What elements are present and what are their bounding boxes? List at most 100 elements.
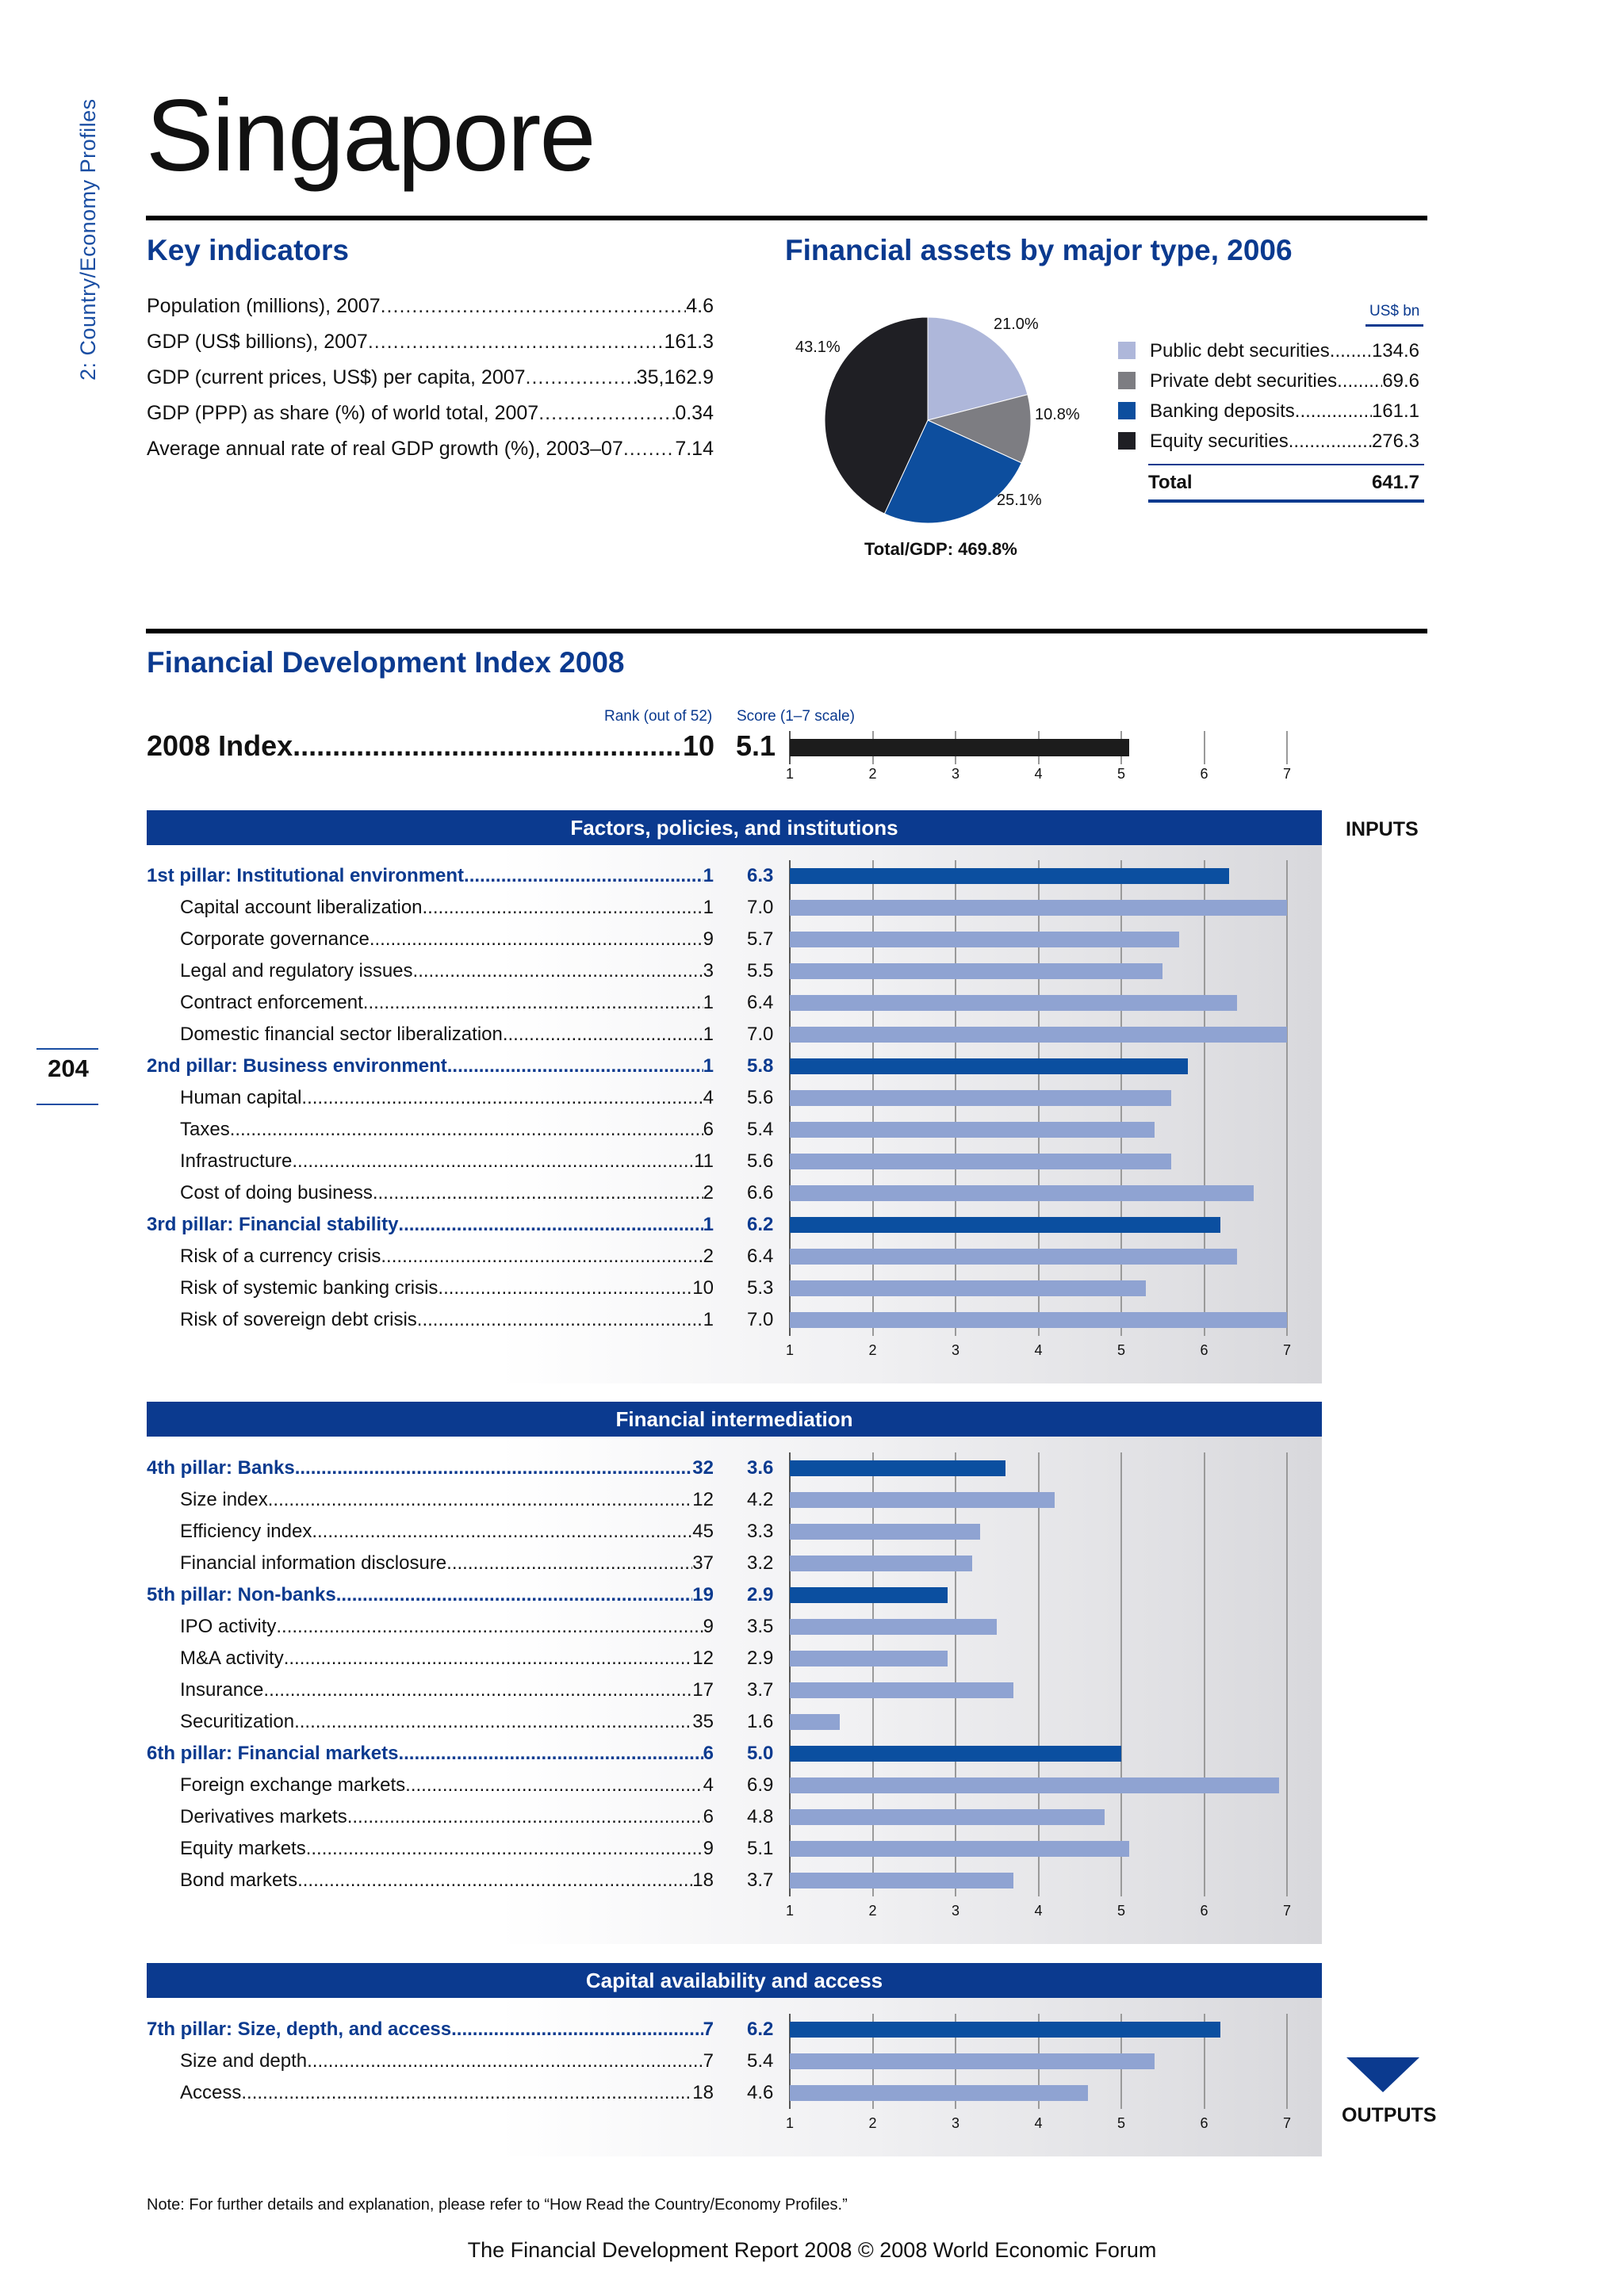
row-rank: 18 — [692, 1869, 714, 1891]
leader-dots — [398, 1743, 703, 1765]
footer-text: The Financial Development Report 2008 © … — [467, 2238, 1157, 2262]
leader-dots — [398, 1214, 703, 1236]
row-rank: 10 — [692, 1277, 714, 1299]
leader-dots — [230, 1119, 703, 1141]
indicator-row: Domestic financial sector liberalization… — [180, 1024, 714, 1046]
pie-slice — [824, 316, 929, 515]
key-indicator-row: GDP (current prices, US$) per capita, 20… — [147, 366, 714, 389]
indicator-row: Size and depth 7 — [180, 2050, 714, 2072]
row-score: 4.6 — [747, 2082, 774, 2103]
indicator-bar — [790, 1090, 1171, 1106]
leader-dots — [381, 295, 687, 318]
outputs-arrow-icon — [1346, 2057, 1419, 2092]
row-rank: 1 — [703, 1024, 714, 1045]
row-label: 7th pillar: Size, depth, and access — [147, 2019, 452, 2040]
legend-total-label: Total — [1148, 472, 1193, 493]
indicator-bar — [790, 1524, 981, 1540]
row-rank: 1 — [703, 1055, 714, 1077]
legend-label: Equity securities — [1150, 430, 1289, 452]
index-row: 2008 Index 10 — [147, 729, 714, 763]
row-label: Risk of systemic banking crisis — [180, 1277, 439, 1299]
indicator-row: Derivatives markets 6 — [180, 1806, 714, 1828]
row-score: 2.9 — [747, 1584, 774, 1605]
indicator-row: Taxes 6 — [180, 1119, 714, 1141]
row-score: 5.7 — [747, 928, 774, 950]
indicator-bar — [790, 1312, 1287, 1328]
legend-label: Private debt securities — [1150, 370, 1338, 392]
leader-dots — [381, 1246, 703, 1268]
leader-dots — [526, 366, 637, 389]
row-rank: 4 — [703, 1087, 714, 1108]
leader-dots — [503, 1024, 703, 1046]
row-score: 6.2 — [747, 1214, 774, 1235]
row-score: 6.4 — [747, 1246, 774, 1267]
leader-dots — [1295, 400, 1372, 423]
indicator-bar — [790, 1280, 1147, 1296]
leader-dots — [347, 1806, 703, 1828]
leader-dots — [447, 1055, 703, 1077]
legend-swatch — [1118, 372, 1136, 389]
assets-unit-label: US$ bn — [1369, 303, 1420, 320]
axis-tick-label: 4 — [1034, 2115, 1043, 2131]
key-indicators-heading: Key indicators — [147, 234, 349, 266]
axis-tick-label: 3 — [951, 1903, 959, 1919]
legend-swatch — [1118, 432, 1136, 450]
pillar-bar — [790, 1217, 1221, 1233]
leader-dots — [301, 1087, 703, 1109]
row-label: Domestic financial sector liberalization — [180, 1024, 503, 1045]
row-score: 5.4 — [747, 1119, 774, 1140]
row-rank: 1 — [703, 865, 714, 886]
indicator-bar — [790, 2053, 1155, 2069]
row-score: 5.5 — [747, 960, 774, 982]
axis-tick-label: 7 — [1282, 2115, 1291, 2131]
row-label: Corporate governance — [180, 928, 370, 950]
pillar-row: 4th pillar: Banks 32 — [147, 1457, 714, 1479]
row-rank: 1 — [703, 1214, 714, 1235]
axis-tick-label: 7 — [1282, 766, 1291, 782]
key-indicator-label: Population (millions), 2007 — [147, 295, 381, 317]
pie-slice — [883, 419, 1022, 524]
inputs-label: INPUTS — [1346, 818, 1419, 840]
key-indicator-value: 35,162.9 — [636, 366, 714, 388]
indicator-row: Foreign exchange markets 4 — [180, 1774, 714, 1797]
outputs-label: OUTPUTS — [1342, 2104, 1437, 2126]
row-rank: 35 — [692, 1711, 714, 1732]
row-rank: 1 — [703, 992, 714, 1013]
gridline — [1203, 2014, 1205, 2109]
key-indicator-label: GDP (PPP) as share (%) of world total, 2… — [147, 402, 539, 424]
axis-tick-label: 3 — [951, 1342, 959, 1358]
axis-tick-label: 2 — [868, 766, 877, 782]
row-score: 7.0 — [747, 897, 774, 918]
pillar-bar — [790, 1460, 1005, 1476]
pie-slice — [927, 316, 1028, 421]
row-rank: 2 — [703, 1246, 714, 1267]
gridline — [1037, 1452, 1040, 1896]
axis-tick-label: 6 — [1200, 766, 1208, 782]
leader-dots — [417, 1309, 703, 1331]
row-score: 3.2 — [747, 1552, 774, 1574]
leader-dots — [413, 960, 703, 982]
indicator-row: Access 18 — [180, 2082, 714, 2104]
axis-tick-label: 2 — [868, 1903, 877, 1919]
page-title: Singapore — [146, 79, 596, 193]
row-label: Infrastructure — [180, 1150, 293, 1172]
pillar-bar — [790, 868, 1229, 884]
row-score: 6.4 — [747, 992, 774, 1013]
pillar-bar — [790, 1058, 1188, 1074]
section-side-label: 2: Country/Economy Profiles — [76, 98, 100, 381]
key-indicator-row: Population (millions), 2007 4.6 — [147, 295, 714, 318]
total-gdp-caption: Total/GDP: 469.8% — [864, 539, 1017, 559]
row-score: 7.0 — [747, 1309, 774, 1330]
indicator-bar — [790, 900, 1287, 916]
row-label: Insurance — [180, 1679, 264, 1701]
axis-tick-label: 1 — [785, 766, 794, 782]
key-indicator-label: GDP (current prices, US$) per capita, 20… — [147, 366, 526, 388]
gridline — [1120, 1452, 1122, 1896]
section-band: Capital availability and access — [147, 1963, 1322, 1998]
row-rank: 6 — [703, 1743, 714, 1764]
row-score: 1.6 — [747, 1711, 774, 1732]
indicator-bar — [790, 963, 1163, 979]
leader-dots — [538, 402, 675, 425]
indicator-bar — [790, 1122, 1155, 1138]
leader-dots — [284, 1647, 693, 1670]
